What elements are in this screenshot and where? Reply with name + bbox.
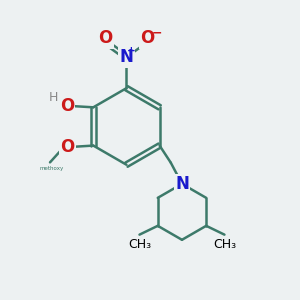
Text: O: O bbox=[60, 97, 74, 115]
Text: CH₃: CH₃ bbox=[213, 238, 236, 251]
Text: O: O bbox=[61, 138, 75, 156]
Text: N: N bbox=[119, 48, 134, 66]
Text: O: O bbox=[98, 29, 112, 47]
Text: N: N bbox=[175, 175, 189, 193]
Text: O: O bbox=[140, 29, 155, 47]
Text: H: H bbox=[48, 91, 58, 104]
Text: methoxy: methoxy bbox=[39, 166, 64, 171]
Text: −: − bbox=[151, 26, 162, 39]
Text: +: + bbox=[127, 46, 136, 56]
Text: N: N bbox=[175, 175, 189, 193]
Text: CH₃: CH₃ bbox=[128, 238, 151, 251]
